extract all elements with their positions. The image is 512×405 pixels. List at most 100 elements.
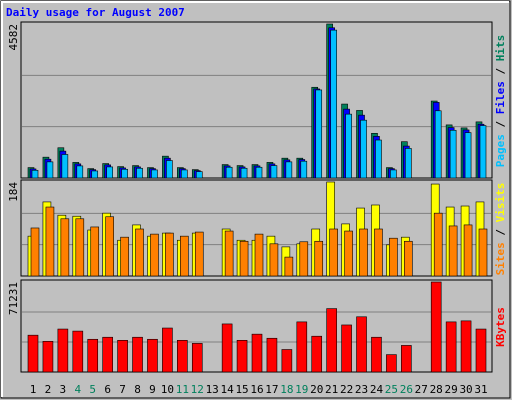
bar [284, 256, 294, 277]
bar [269, 243, 279, 277]
bar [181, 169, 188, 179]
bar [132, 336, 143, 373]
y-max-label: 4582 [7, 24, 20, 51]
x-tick-label: 21 [325, 383, 338, 396]
bar [76, 165, 84, 179]
x-tick-label: 13 [206, 383, 219, 396]
bar [91, 170, 99, 179]
bar [194, 231, 204, 277]
x-tick-label: 8 [134, 383, 141, 396]
bar [389, 237, 398, 277]
x-tick-label: 25 [385, 383, 398, 396]
bar [401, 345, 412, 373]
bar [371, 336, 382, 373]
x-tick-label: 6 [104, 383, 111, 396]
x-tick-label: 14 [221, 383, 235, 396]
bar [255, 166, 263, 179]
legend: Pages / Files / Hits [494, 35, 507, 168]
x-tick-label: 30 [459, 383, 472, 396]
bar [344, 230, 353, 277]
bar [105, 216, 114, 277]
bar [404, 240, 413, 277]
bar [314, 240, 324, 277]
x-tick-label: 5 [89, 383, 96, 396]
bar [61, 154, 69, 179]
x-tick-label: 1 [30, 383, 37, 396]
bar [374, 228, 383, 277]
x-tick-label: 20 [310, 383, 323, 396]
bar [60, 218, 70, 277]
x-tick-label: 11 [176, 383, 189, 396]
legend-entry: Visits [494, 183, 507, 223]
legend: Sites / Visits [494, 183, 507, 276]
bar [42, 341, 54, 373]
bevel [1, 1, 509, 397]
bar [463, 224, 473, 277]
bar [180, 235, 189, 277]
x-tick-label: 24 [370, 383, 384, 396]
bar [166, 160, 173, 179]
bar [27, 334, 39, 373]
chart-title: Daily usage for August 2007 [6, 6, 185, 19]
bar [445, 321, 457, 373]
bar [90, 226, 100, 277]
bar [360, 119, 367, 179]
x-tick-label: 28 [430, 383, 443, 396]
bar [270, 165, 278, 179]
x-tick-label: 12 [191, 383, 204, 396]
plot-frame [20, 21, 493, 179]
bar [239, 240, 249, 277]
legend-entry: Files [494, 81, 507, 114]
bar [433, 212, 443, 277]
bar [464, 132, 472, 179]
bar [460, 320, 472, 373]
bar [151, 169, 158, 179]
bar [299, 241, 309, 277]
legend-entry: Sites [494, 242, 507, 275]
bar [120, 236, 129, 277]
bar [195, 171, 203, 179]
x-tick-label: 19 [295, 383, 308, 396]
x-tick-label: 31 [474, 383, 487, 396]
bar [136, 167, 143, 179]
legend-separator: / [494, 114, 507, 134]
bar [254, 233, 264, 277]
x-tick-label: 18 [280, 383, 293, 396]
bar [46, 161, 54, 179]
bar [150, 233, 159, 277]
bar [478, 228, 488, 277]
bar [106, 166, 113, 179]
x-tick-label: 10 [161, 383, 174, 396]
x-tick-label: 27 [415, 383, 428, 396]
bar [236, 339, 248, 373]
bar [177, 339, 188, 373]
bar [430, 281, 442, 373]
bar [57, 328, 69, 373]
bar [224, 230, 234, 277]
bar [434, 110, 442, 179]
bar [448, 225, 458, 277]
bar [479, 125, 487, 179]
x-tick-label: 17 [265, 383, 278, 396]
x-tick-label: 3 [60, 383, 67, 396]
bar [240, 167, 248, 179]
legend-entry: Pages [494, 134, 507, 167]
bar [121, 168, 128, 179]
bar [102, 336, 113, 373]
y-max-label: 184 [7, 182, 20, 202]
x-tick-label: 15 [235, 383, 248, 396]
bar [165, 232, 174, 277]
bar [162, 327, 173, 373]
x-tick-label: 22 [340, 383, 353, 396]
x-tick-label: 4 [74, 383, 81, 396]
legend-separator: / [494, 222, 507, 242]
bar [475, 328, 487, 373]
bar [147, 338, 158, 373]
legend-entry: KBytes [494, 307, 507, 347]
bar [345, 113, 352, 179]
legend-entry: Hits [494, 35, 507, 62]
bar [281, 349, 293, 373]
bar [341, 324, 352, 373]
legend: KBytes [494, 307, 507, 347]
bar [251, 333, 263, 373]
